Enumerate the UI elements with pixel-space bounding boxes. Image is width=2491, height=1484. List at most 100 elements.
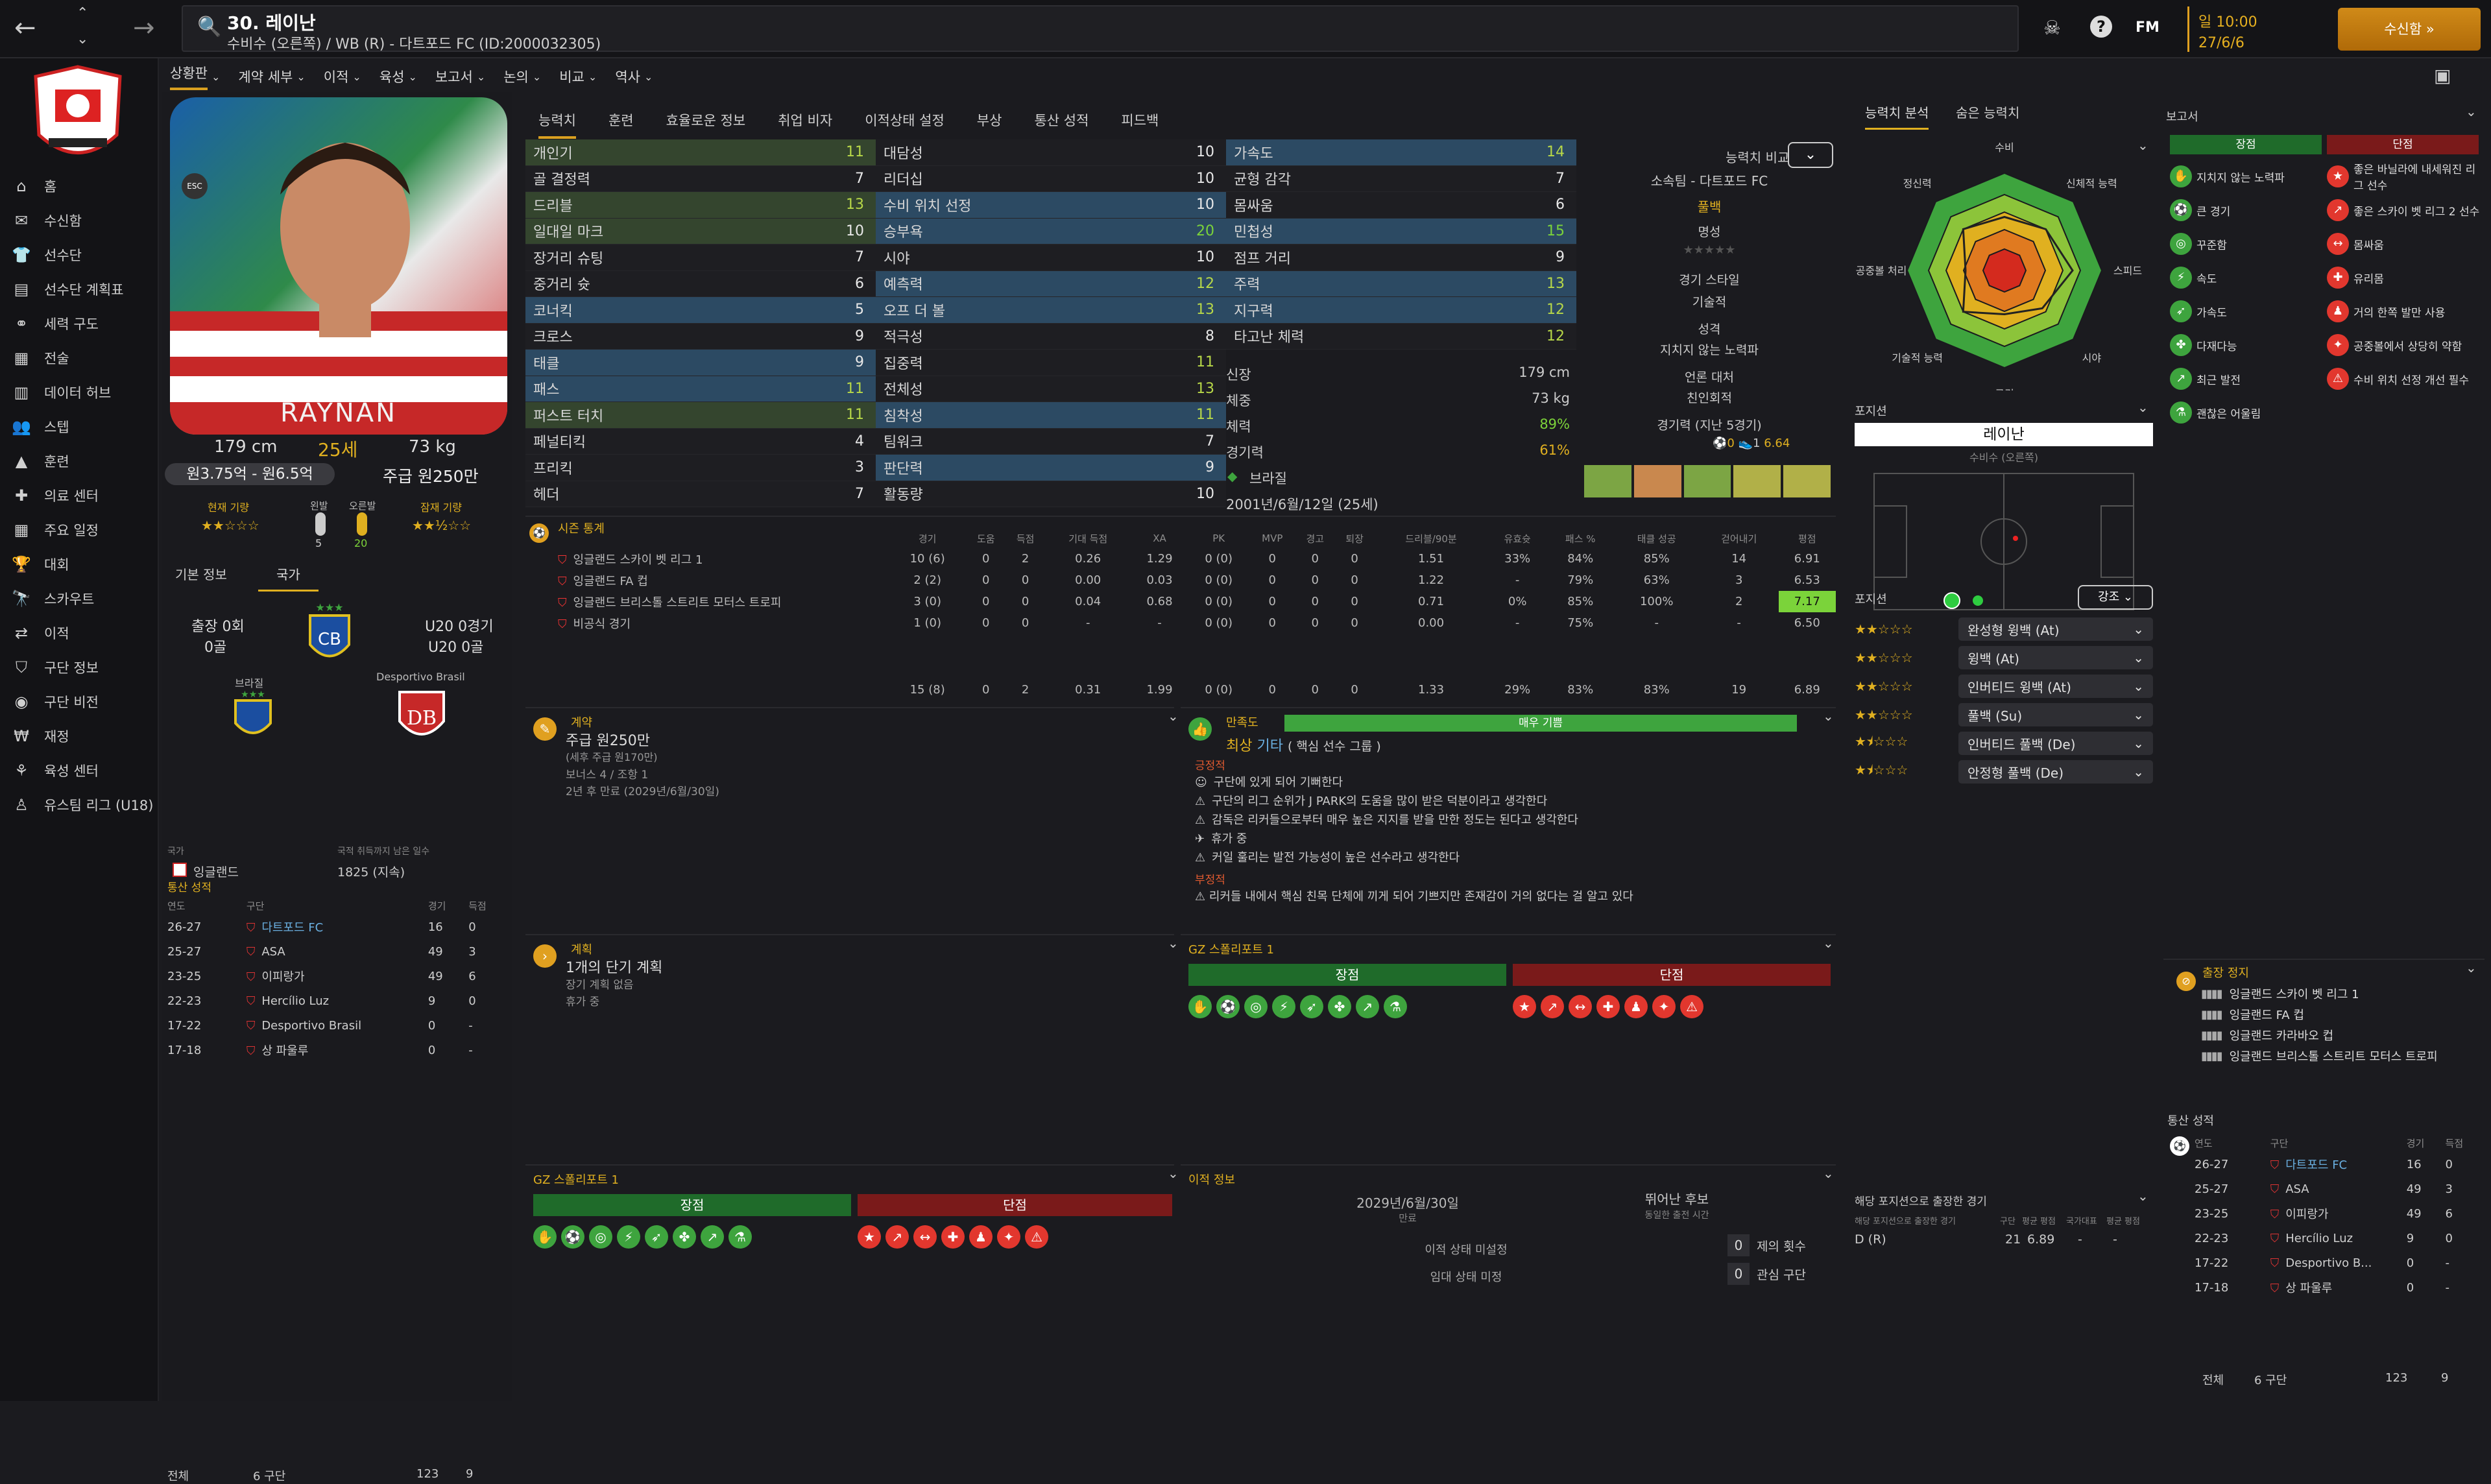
role-row[interactable]: ★⯨☆☆☆ 인버티드 풀백 (De) ⌄ [1855,729,2153,758]
chevron-down-icon[interactable]: ⌄ [2137,138,2148,153]
profile-tab-basic[interactable]: 기본 정보 [175,567,227,582]
sidebar-item-growth[interactable]: ⚘ 육성 센터 [0,753,159,787]
back-arrow-icon[interactable]: ← [14,13,36,43]
attribute-row[interactable]: 가속도 14 [1226,139,1576,166]
sidebar-item-trophy[interactable]: 🏆 대회 [0,547,159,581]
menu-item-2[interactable]: 이적 [323,69,349,85]
attr-tab-7[interactable]: 피드백 [1121,113,1159,128]
help-icon[interactable]: ? [2090,16,2112,38]
attr-tab-2[interactable]: 효율로운 정보 [666,113,746,128]
attribute-row[interactable]: 지구력 12 [1226,297,1576,324]
attribute-row[interactable]: 오프 더 볼 13 [876,297,1226,324]
stats-row[interactable]: ⛉ 잉글랜드 FA 컵 2 (2) 0 0 0.00 0.03 0 (0) 0 0 0 1.22 - 79… [525,569,1836,591]
contract-title[interactable]: 계약 [571,716,593,730]
sidebar-item-medical[interactable]: ✚ 의료 센터 [0,478,159,512]
career-row[interactable]: 17-18 ⛉ 상 파울루 0 - [167,1038,505,1062]
sidebar-item-vision[interactable]: ◉ 구단 비전 [0,684,159,719]
chevron-down-icon[interactable]: ⌄ [77,31,89,47]
attribute-row[interactable]: 개인기 11 [525,139,876,166]
attr-tab-4[interactable]: 이적상태 설정 [865,113,945,128]
attribute-row[interactable]: 코너킥 5 [525,297,876,324]
forward-arrow-icon[interactable]: → [133,13,155,43]
attribute-row[interactable]: 드리블 13 [525,192,876,219]
career-row[interactable]: 17-18 ⛉ 상 파울루 0 - [2195,1275,2480,1300]
chevron-down-icon[interactable]: ⌄ [2466,960,2477,975]
role-row[interactable]: ★★☆☆☆ 인버티드 윙백 (At) ⌄ [1855,672,2153,700]
career-row[interactable]: 25-27 ⛉ ASA 49 3 [167,939,505,964]
sidebar-item-home[interactable]: ⌂ 홈 [0,169,159,203]
chevron-down-icon[interactable]: ⌄ [1168,708,1179,724]
attribute-row[interactable]: 골 결정력 7 [525,165,876,192]
career-row[interactable]: 17-22 ⛉ Desportivo Brasil 0 - [167,1013,505,1038]
attribute-row[interactable]: 중거리 슛 6 [525,270,876,297]
skull-icon[interactable]: ☠ [2043,17,2061,40]
attribute-row[interactable]: 몸싸움 6 [1226,192,1576,219]
role-select[interactable]: 완성형 윙백 (At) ⌄ [1958,617,2153,641]
menu-item-1[interactable]: 계약 세부 [238,69,293,85]
attribute-row[interactable]: 크로스 9 [525,323,876,350]
attribute-row[interactable]: 예측력 12 [876,270,1226,297]
attribute-row[interactable]: 침착성 11 [876,402,1226,429]
chevron-down-icon[interactable]: ⌄ [1168,935,1179,951]
career-row[interactable]: 25-27 ⛉ ASA 49 3 [2195,1177,2480,1201]
sidebar-item-shirt[interactable]: 👕 선수단 [0,237,159,272]
attribute-row[interactable]: 팀워크 7 [876,428,1226,455]
layout-icon[interactable]: ▣ [2434,65,2451,86]
attribute-row[interactable]: 태클 9 [525,350,876,376]
sidebar-item-shield[interactable]: ⛉ 구단 정보 [0,650,159,684]
attribute-row[interactable]: 퍼스트 터치 11 [525,402,876,429]
sidebar-item-money[interactable]: ₩ 재정 [0,719,159,753]
profile-tab-nation[interactable]: 국가 [258,564,319,592]
stats-row[interactable]: ⛉ 잉글랜드 스카이 벳 리그 1 10 (6) 0 2 0.26 1.29 0 (0) 0 0 0… [525,548,1836,569]
role-select[interactable]: 인버티드 윙백 (At) ⌄ [1958,675,2153,698]
gz1-title[interactable]: GZ 스폴리포트 1 [1188,943,1274,957]
attr-tab-5[interactable]: 부상 [976,113,1002,128]
attribute-row[interactable]: 패스 11 [525,376,876,402]
attr-tab-1[interactable]: 훈련 [608,113,634,128]
career-left-title[interactable]: 통산 성적 [167,881,211,894]
menu-item-0[interactable]: 상황판 [170,63,208,90]
sidebar-item-chart[interactable]: ▥ 데이터 허브 [0,375,159,409]
attribute-row[interactable]: 활동량 10 [876,481,1226,507]
menu-item-5[interactable]: 논의 [503,69,529,85]
roles-title[interactable]: 포지션 [1855,593,1887,606]
career-row[interactable]: 26-27 ⛉ 다트포드 FC 16 0 [167,915,505,939]
sidebar-item-youth[interactable]: ♙ 유스팀 리그 (U18) [0,787,159,822]
sidebar-item-transfer[interactable]: ⇄ 이적 [0,616,159,650]
chevron-down-icon[interactable]: ⌄ [1823,1166,1834,1181]
analysis-tab-hidden[interactable]: 숨은 능력치 [1956,105,2020,121]
attribute-row[interactable]: 집중력 11 [876,350,1226,376]
attribute-row[interactable]: 헤더 7 [525,481,876,507]
role-row[interactable]: ★★☆☆☆ 풀백 (Su) ⌄ [1855,700,2153,729]
role-select[interactable]: 윙백 (At) ⌄ [1958,646,2153,669]
sidebar-item-board[interactable]: ▦ 전술 [0,341,159,375]
menu-item-6[interactable]: 비교 [559,69,584,85]
search-box[interactable]: 🔍 30. 레이난 수비수 (오른쪽) / WB (R) - 다트포드 FC (… [182,5,2019,53]
attribute-row[interactable]: 타고난 체력 12 [1226,323,1576,350]
roles-highlight-dropdown[interactable]: 강조 ⌄ [2078,585,2153,610]
attr-tab-3[interactable]: 취업 비자 [778,113,833,128]
attr-tab-0[interactable]: 능력치 [538,110,576,139]
attribute-row[interactable]: 리더십 10 [876,165,1226,192]
stats-title[interactable]: 시즌 통계 [558,522,605,536]
club-crest[interactable] [29,64,126,174]
attribute-row[interactable]: 점프 거리 9 [1226,245,1576,271]
attribute-row[interactable]: 일대일 마크 10 [525,218,876,245]
sidebar-item-network[interactable]: ⚭ 세력 구도 [0,306,159,341]
plans-title[interactable]: 계획 [571,943,593,957]
chevron-down-icon[interactable]: ⌄ [2137,1188,2148,1204]
chevron-down-icon[interactable]: ⌄ [1168,1166,1179,1181]
attribute-row[interactable]: 적극성 8 [876,323,1226,350]
sidebar-item-clipboard[interactable]: ▤ 선수단 계획표 [0,272,159,306]
menu-item-7[interactable]: 역사 [615,69,640,85]
gz2-title[interactable]: GZ 스폴리포트 1 [533,1173,619,1187]
attribute-row[interactable]: 페널티킥 4 [525,428,876,455]
attr-tab-6[interactable]: 통산 성적 [1034,113,1089,128]
sidebar-item-scout[interactable]: 🔭 스카우트 [0,581,159,616]
chevron-down-icon[interactable]: ⌄ [1823,935,1834,951]
role-row[interactable]: ★⯨☆☆☆ 안정형 풀백 (De) ⌄ [1855,758,2153,786]
chevron-down-icon[interactable]: ⌄ [2466,104,2477,119]
attribute-row[interactable]: 대담성 10 [876,139,1226,166]
sidebar-item-people[interactable]: 👥 스텝 [0,409,159,444]
attribute-row[interactable]: 민첩성 15 [1226,218,1576,245]
